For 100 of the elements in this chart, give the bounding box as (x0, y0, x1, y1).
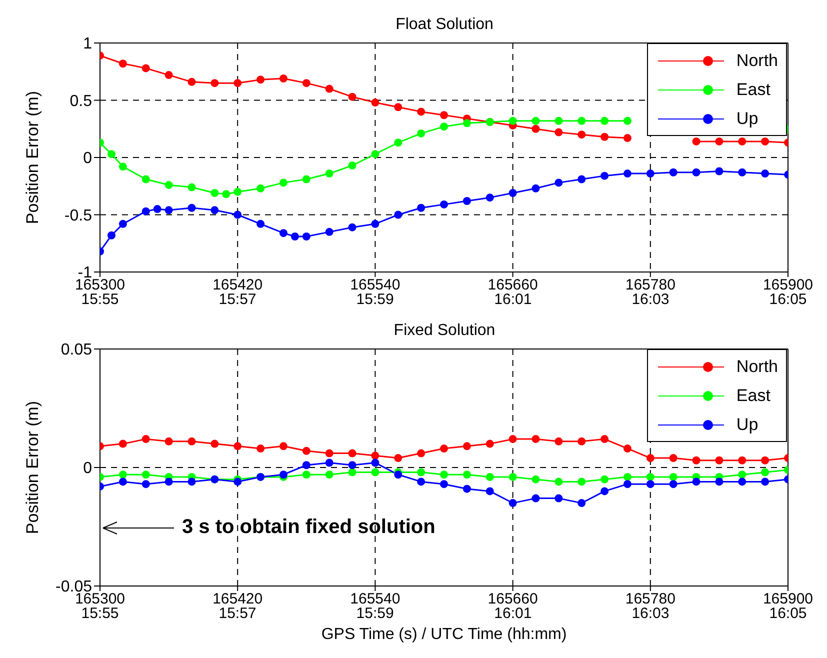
point (394, 138, 402, 147)
point (325, 458, 334, 467)
point (600, 116, 609, 125)
point (715, 167, 724, 176)
point (279, 178, 288, 187)
point (118, 220, 127, 228)
point (118, 440, 127, 448)
point (692, 168, 700, 176)
point (302, 232, 310, 241)
point (188, 478, 196, 486)
point (508, 435, 517, 444)
point (164, 437, 173, 446)
point (738, 168, 746, 176)
point (417, 204, 426, 212)
x2-tick-label: 15:59 (356, 291, 394, 308)
point (578, 499, 586, 508)
x-tick-label: 165900 (762, 276, 814, 294)
point (761, 456, 770, 464)
point (371, 150, 380, 158)
x2-tick-label: 16:01 (494, 605, 532, 622)
point (256, 184, 265, 192)
point (118, 162, 127, 171)
point (761, 170, 770, 178)
point (738, 137, 746, 146)
point (692, 456, 700, 464)
point (738, 478, 746, 486)
point (234, 210, 242, 219)
x-tick-label: 165540 (350, 590, 400, 608)
x2-tick-label: 16:01 (494, 291, 532, 308)
point (256, 76, 265, 84)
point (256, 444, 265, 453)
y-tick-label: -0.5 (64, 207, 92, 224)
point (738, 470, 746, 479)
x2-tick-label: 16:05 (769, 605, 807, 622)
point (234, 478, 242, 486)
point (417, 478, 426, 486)
legend-label: Up (736, 108, 758, 128)
point (623, 444, 632, 453)
point (348, 162, 356, 170)
x2-tick-label: 16:03 (632, 291, 670, 308)
point (486, 487, 494, 496)
point (600, 435, 609, 444)
point (532, 124, 540, 133)
point (508, 499, 517, 508)
x-tick-label: 165660 (488, 276, 538, 294)
point (554, 128, 563, 136)
point (462, 119, 471, 128)
x2-tick-label: 15:57 (218, 291, 256, 308)
point (600, 475, 609, 484)
point (164, 71, 173, 80)
point (486, 472, 494, 481)
point (669, 454, 678, 462)
point (107, 231, 116, 240)
point (279, 229, 288, 238)
point (554, 478, 563, 486)
point (210, 440, 219, 448)
point (715, 456, 724, 464)
point (371, 468, 380, 476)
point (440, 200, 448, 208)
point (761, 137, 770, 146)
x-tick-label: 165660 (488, 590, 538, 608)
point (348, 461, 356, 470)
point (623, 134, 632, 142)
point (508, 472, 517, 481)
x-tick-label: 165780 (625, 590, 676, 608)
point (142, 470, 150, 479)
point (188, 78, 196, 86)
point (669, 168, 678, 176)
point (646, 170, 654, 178)
point (188, 437, 196, 446)
point (142, 64, 150, 72)
point (440, 122, 448, 131)
point (417, 449, 426, 458)
point (417, 468, 426, 476)
point (508, 188, 517, 197)
x-tick-label: 165540 (350, 276, 400, 294)
point (761, 468, 770, 476)
point (532, 475, 540, 484)
point (646, 472, 654, 481)
point (302, 470, 310, 479)
point (142, 435, 150, 444)
point (234, 188, 242, 196)
point (462, 470, 471, 479)
x2-tick-label: 15:57 (218, 605, 256, 622)
point (462, 442, 471, 450)
point (290, 232, 299, 241)
point (715, 137, 724, 146)
legend-label: North (736, 356, 778, 376)
point (578, 437, 586, 446)
point (669, 472, 678, 481)
point (325, 228, 334, 236)
point (669, 480, 678, 488)
x2-tick-label: 15:55 (81, 291, 119, 308)
point (394, 210, 402, 219)
x-tick-label: 165780 (625, 276, 676, 294)
point (417, 129, 426, 138)
point (486, 440, 494, 448)
point (578, 175, 586, 184)
point (142, 207, 150, 216)
point (554, 437, 563, 446)
